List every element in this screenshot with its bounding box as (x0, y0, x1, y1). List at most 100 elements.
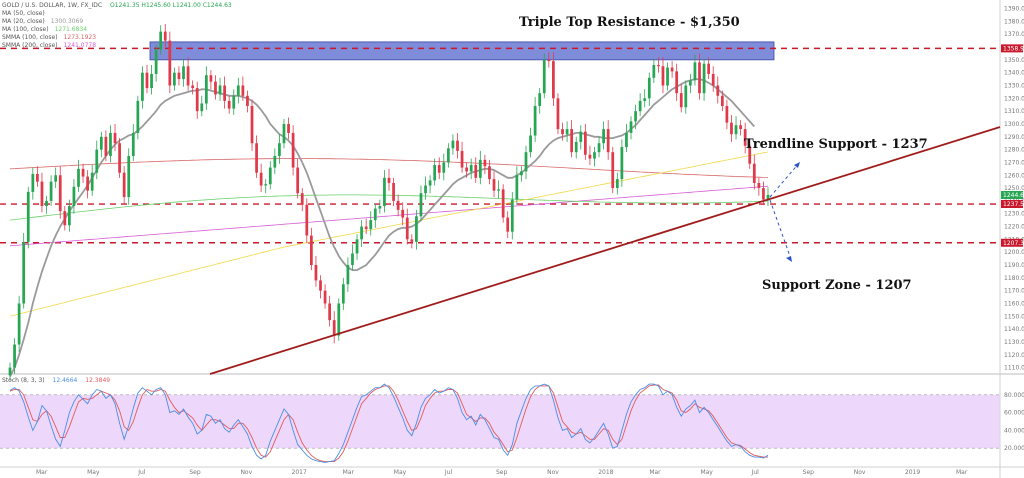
stoch-tick-label: 80.0000 (1004, 392, 1024, 399)
stoch-name: Stoch (8, 3, 3) (2, 377, 45, 384)
candle-body (369, 220, 373, 230)
candle-body (31, 173, 35, 192)
candle-body (743, 129, 747, 146)
candle-body (465, 167, 468, 172)
candle-body (282, 123, 286, 144)
candle-body (287, 123, 290, 133)
indicator-value: 1273.1923 (63, 34, 97, 41)
candle-body (766, 194, 770, 200)
y-tick-label: 1260.00 (1004, 172, 1024, 179)
support-zone-label: Support Zone - 1207 (762, 278, 912, 293)
trendline-support-label: Trendline Support - 1237 (744, 137, 928, 152)
candle-body (332, 320, 336, 336)
candle-body (602, 129, 605, 144)
resistance-zone-box (149, 41, 775, 61)
symbol-label: GOLD / U.S. DOLLAR, 1W, FX_IDC (2, 2, 103, 9)
candle-body (268, 167, 272, 185)
candle-body (460, 150, 464, 168)
zone-price-tag (1001, 238, 1023, 247)
y-tick-label: 1330.00 (1004, 82, 1024, 89)
candle-body (305, 204, 309, 236)
candle-body (588, 154, 592, 159)
y-tick-label: 1160.00 (1004, 300, 1024, 307)
candle-body (488, 166, 491, 180)
legend-indicator-row: SMMA (100, close) 1273.1923 (2, 34, 232, 42)
candle-body (77, 168, 80, 187)
support-price-tag (1001, 200, 1023, 209)
candle-body (168, 40, 172, 86)
legend-indicator-row: MA (20, close) 1300.3069 (2, 18, 232, 26)
candle-body (373, 208, 377, 221)
candle-body (45, 200, 48, 207)
candle-body (739, 125, 742, 130)
candle-body (337, 303, 341, 336)
candle-body (643, 98, 647, 101)
candle-body (652, 64, 656, 78)
candle-body (328, 303, 332, 321)
y-tick-label: 1340.00 (1004, 70, 1024, 77)
y-tick-label: 1290.00 (1004, 134, 1024, 141)
candle-body (529, 135, 532, 153)
candle-body (13, 344, 16, 368)
candle-body (341, 284, 345, 304)
x-tick-label: May (87, 469, 100, 476)
resistance-price-tag-text: 1358.95 (1003, 45, 1024, 52)
x-tick-label: Mar (649, 469, 661, 476)
candle-body (437, 164, 441, 173)
candle-body (104, 136, 108, 157)
x-tick-label: Sep (496, 469, 508, 476)
candle-body (501, 189, 505, 218)
stoch-tick-label: 60.0000 (1004, 410, 1024, 417)
x-tick-label: Jul (751, 469, 760, 476)
x-tick-label: 2018 (598, 469, 613, 476)
indicator-label: MA (100, close) (2, 26, 49, 33)
candle-body (392, 182, 395, 201)
x-tick-label: Jul (137, 469, 146, 476)
candle-body (109, 132, 112, 157)
x-tick-label: Nov (240, 469, 252, 476)
candle-body (570, 129, 574, 153)
candle-body (264, 184, 268, 186)
candle-body (204, 75, 208, 104)
candle-body (209, 75, 213, 82)
candle-body (81, 168, 85, 177)
support-price-tag-text: 1237.57 (1003, 201, 1024, 208)
ma100-line (9, 194, 769, 221)
candle-body (127, 156, 131, 198)
resistance-price-tag (1001, 44, 1023, 53)
candle-body (58, 175, 62, 212)
candle-body (90, 172, 94, 191)
indicator-label: SMMA (200, close) (2, 42, 58, 49)
indicator-value: 1300.3069 (50, 18, 84, 25)
candle-body (520, 171, 523, 176)
candle-body (419, 193, 423, 217)
x-tick-label: Nov (854, 469, 866, 476)
candle-body (679, 93, 683, 108)
smma200-line (9, 185, 769, 247)
candle-body (182, 66, 185, 80)
candle-body (236, 85, 240, 96)
candle-body (625, 132, 628, 148)
candle-body (131, 132, 135, 157)
indicator-label: MA (20, close) (2, 18, 45, 25)
candle-body (300, 193, 304, 205)
up-arrow-head (794, 162, 800, 168)
candle-body (54, 175, 58, 182)
candle-body (355, 239, 359, 254)
candle-body (364, 226, 368, 230)
y-tick-label: 1200.00 (1004, 249, 1024, 256)
candle-body (72, 186, 76, 207)
candle-body (428, 180, 432, 186)
candle-body (310, 235, 313, 266)
candle-body (273, 156, 277, 168)
x-tick-label: 2019 (905, 469, 920, 476)
candle-body (223, 85, 226, 101)
candle-body (99, 136, 103, 150)
y-tick-label: 1380.00 (1004, 18, 1024, 25)
candle-body (122, 172, 126, 198)
last-price-tag-text: 1244.63 (1003, 192, 1024, 199)
candle-body (474, 164, 478, 178)
smma100-line (9, 158, 769, 178)
